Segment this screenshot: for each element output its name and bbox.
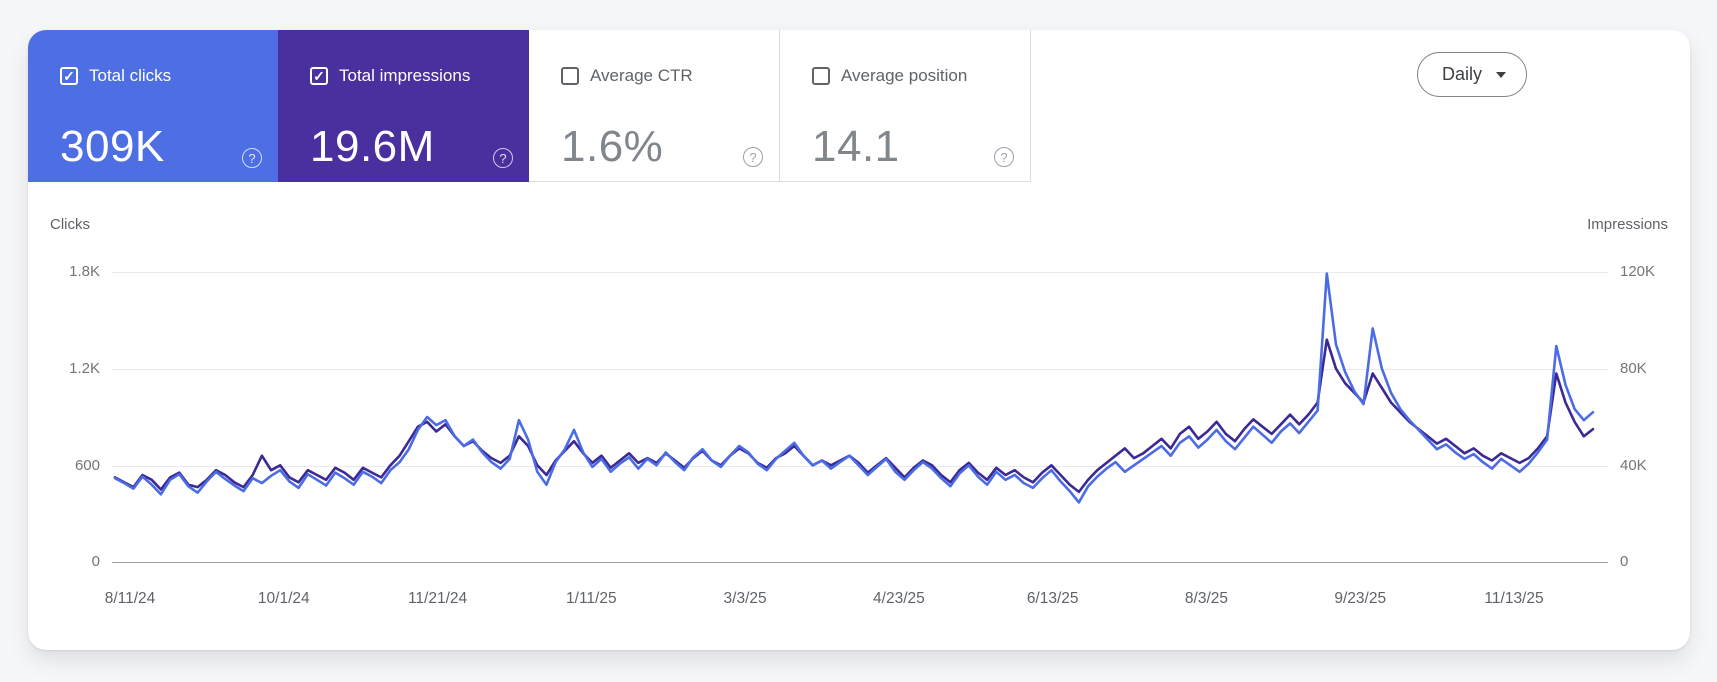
x-axis-line [112,562,1608,563]
right-axis-title: Impressions [1587,216,1668,233]
y-axis-tick-left: 1.2K [69,360,100,377]
y-axis-tick-right: 0 [1620,553,1629,570]
x-axis-tick: 11/21/24 [407,590,468,607]
granularity-label: Daily [1441,64,1482,84]
card-value: 309K [60,122,165,171]
y-axis-tick-right: 120K [1620,263,1656,280]
help-icon[interactable]: ? [242,148,262,168]
checkbox-total-clicks[interactable]: ✓ [60,67,78,85]
performance-panel: ✓ Total clicks 309K ? ✓ Total impression… [28,30,1690,650]
card-value: 1.6% [561,122,664,171]
metric-card-average-position[interactable]: Average position 14.1 ? [780,30,1031,182]
card-value: 19.6M [310,122,435,171]
x-axis-tick: 4/23/25 [873,590,925,607]
chart-svg [113,272,1595,504]
x-axis-tick: 6/13/25 [1026,590,1079,607]
help-icon[interactable]: ? [743,147,763,167]
y-axis-tick-left: 1.8K [69,263,100,280]
help-icon[interactable]: ? [493,148,513,168]
x-axis-tick: 9/23/25 [1334,590,1387,607]
card-label: Total clicks [89,66,172,85]
card-label: Average position [841,66,968,85]
chevron-down-icon [1496,71,1506,78]
gridline [112,272,1608,273]
x-axis-tick: 8/3/25 [1184,590,1228,607]
y-axis-tick-right: 80K [1620,360,1647,377]
checkbox-average-position[interactable] [812,67,830,85]
gridline [112,369,1608,370]
checkbox-total-impressions[interactable]: ✓ [310,67,328,85]
card-value: 14.1 [812,122,900,171]
y-axis-tick-left: 0 [91,553,100,570]
checkbox-average-ctr[interactable] [561,67,579,85]
x-axis-tick: 1/11/25 [566,590,617,607]
metric-card-total-clicks[interactable]: ✓ Total clicks 309K ? [28,30,278,182]
y-axis-tick-right: 40K [1620,456,1647,474]
x-axis-tick: 11/13/25 [1484,590,1544,607]
chart-area[interactable]: Clicks Impressions 1.8K 1.2K 600 0 120K 80K 40… [28,210,1690,650]
impressions-line[interactable] [113,338,1595,494]
card-label: Average CTR [590,66,693,85]
x-axis-tick: 3/3/25 [723,590,767,607]
left-axis-title: Clicks [50,216,90,233]
granularity-dropdown[interactable]: Daily [1416,52,1527,97]
metric-card-total-impressions[interactable]: ✓ Total impressions 19.6M ? [278,30,529,182]
clicks-line[interactable] [113,272,1595,504]
card-label: Total impressions [339,66,471,85]
metric-card-average-ctr[interactable]: Average CTR 1.6% ? [529,30,780,182]
x-axis-tick: 8/11/24 [104,590,156,607]
x-axis-tick: 10/1/24 [257,590,310,607]
y-axis-tick-left: 600 [74,456,100,474]
help-icon[interactable]: ? [994,147,1014,167]
